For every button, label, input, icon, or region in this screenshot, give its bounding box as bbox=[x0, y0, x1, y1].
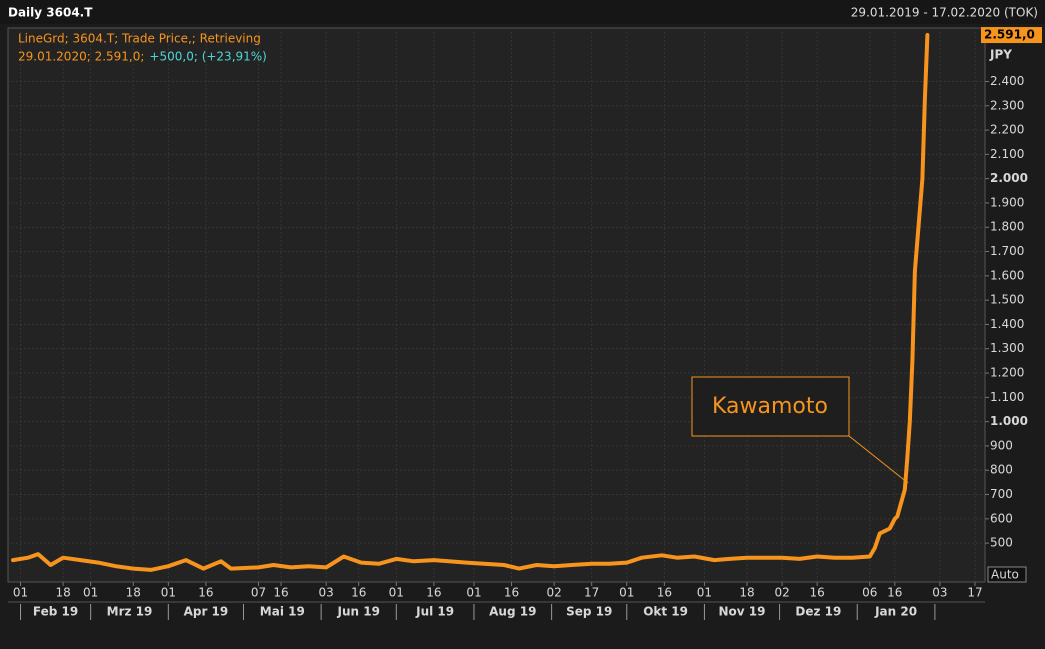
annotation: Kawamoto bbox=[712, 394, 828, 419]
x-tick-label: 16 bbox=[810, 586, 825, 600]
month-label: Dez 19 bbox=[795, 605, 841, 619]
month-label: Aug 19 bbox=[489, 605, 536, 619]
y-tick-label: 1.800 bbox=[990, 220, 1024, 234]
x-tick-label: 16 bbox=[426, 586, 441, 600]
y-tick-label: 2.000 bbox=[990, 171, 1028, 185]
y-tick-label: 1.200 bbox=[990, 366, 1024, 380]
header-bar bbox=[0, 0, 1045, 24]
annotation-box bbox=[691, 376, 850, 437]
line bbox=[11, 33, 930, 572]
month-label: Mrz 19 bbox=[107, 605, 153, 619]
y-tick-label: 1.100 bbox=[990, 390, 1024, 404]
y-tick-label: 1.400 bbox=[990, 317, 1024, 331]
legend-date: 29.01.2020; 2.591,0; bbox=[18, 50, 144, 64]
x-tick-label: 01 bbox=[389, 586, 404, 600]
x-tick-label: 16 bbox=[657, 586, 672, 600]
y-tick-label: 1.000 bbox=[990, 414, 1028, 428]
y-tick-label: 2.300 bbox=[990, 98, 1024, 112]
x-tick-label: 18 bbox=[126, 586, 141, 600]
scale-button[interactable]: Auto bbox=[991, 568, 1019, 582]
x-tick-label: 16 bbox=[887, 586, 902, 600]
x-tick-label: 01 bbox=[619, 586, 634, 600]
chart-title: Daily 3604.T bbox=[8, 6, 93, 20]
x-tick-label: 01 bbox=[13, 586, 28, 600]
x-tick-label: 18 bbox=[55, 586, 70, 600]
month-label: Sep 19 bbox=[566, 605, 612, 619]
x-tick-label: 07 bbox=[251, 586, 266, 600]
x-tick-label: 01 bbox=[697, 586, 712, 600]
x-tick-label: 16 bbox=[504, 586, 519, 600]
x-tick-label: 16 bbox=[273, 586, 288, 600]
y-tick-label: 1.300 bbox=[990, 341, 1024, 355]
month-label: Jun 19 bbox=[336, 605, 379, 619]
y-tick-label: 700 bbox=[990, 487, 1013, 501]
month-label: Nov 19 bbox=[719, 605, 766, 619]
x-tick-label: 17 bbox=[584, 586, 599, 600]
x-tick-label: 02 bbox=[546, 586, 561, 600]
y-tick-label: 1.500 bbox=[990, 293, 1024, 307]
x-tick-label: 01 bbox=[466, 586, 481, 600]
y-tick-label: 900 bbox=[990, 438, 1013, 452]
y-tick-label: 1.700 bbox=[990, 244, 1024, 258]
chart-subtitle: 29.01.2019 - 17.02.2020 (TOK) bbox=[851, 6, 1038, 20]
month-label: Mai 19 bbox=[260, 605, 305, 619]
x-tick-label: 02 bbox=[774, 586, 789, 600]
x-tick-label: 16 bbox=[198, 586, 213, 600]
month-label: Apr 19 bbox=[184, 605, 229, 619]
y-tick-label: 2.200 bbox=[990, 123, 1024, 137]
y-unit: JPY bbox=[989, 48, 1012, 62]
y-tick-label: 600 bbox=[990, 511, 1013, 525]
y-tick-label: 500 bbox=[990, 536, 1013, 550]
y-tick-label: 2.100 bbox=[990, 147, 1024, 161]
x-tick-label: 18 bbox=[739, 586, 754, 600]
plot-area bbox=[7, 27, 986, 583]
legend-change: +500,0; (+23,91%) bbox=[149, 50, 266, 64]
last-value-label: 2.591,0 bbox=[984, 28, 1035, 42]
y-tick-label: 800 bbox=[990, 463, 1013, 477]
scale-button-box[interactable] bbox=[987, 566, 1027, 583]
annotation-leader bbox=[848, 435, 909, 484]
x-tick-label: 01 bbox=[83, 586, 98, 600]
y-tick-label: 1.900 bbox=[990, 195, 1024, 209]
last-value-badge bbox=[981, 27, 1042, 44]
month-label: Feb 19 bbox=[33, 605, 78, 619]
x-tick-label: 16 bbox=[351, 586, 366, 600]
x-tick-label: 01 bbox=[161, 586, 176, 600]
month-label: Jan 20 bbox=[874, 605, 917, 619]
month-label: Jul 19 bbox=[415, 605, 454, 619]
y-tick-label: 2.400 bbox=[990, 74, 1024, 88]
x-tick-label: 06 bbox=[862, 586, 877, 600]
month-label: Okt 19 bbox=[643, 605, 688, 619]
x-tick-label: 03 bbox=[319, 586, 334, 600]
x-tick-label: 17 bbox=[967, 586, 982, 600]
y-tick-label: 1.600 bbox=[990, 268, 1024, 282]
x-tick-label: 03 bbox=[932, 586, 947, 600]
legend-line: LineGrd; 3604.T; Trade Price,; Retrievin… bbox=[18, 32, 261, 46]
